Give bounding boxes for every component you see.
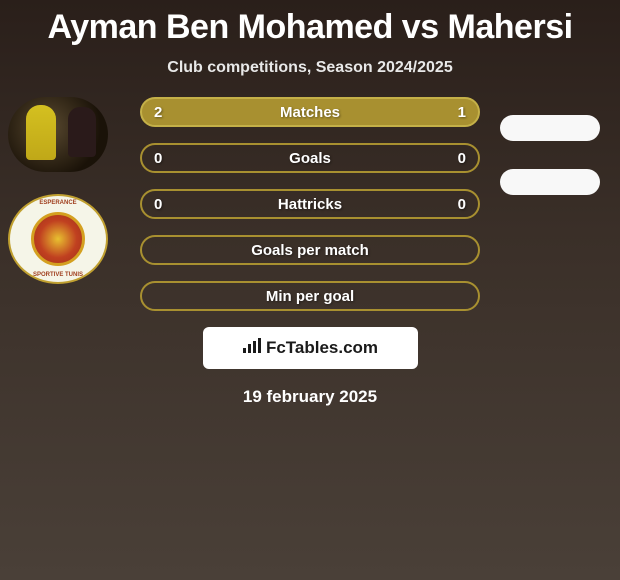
player-photo (8, 97, 108, 172)
stat-right-value: 0 (436, 150, 466, 167)
badge-text-bottom: SPORTIVE TUNIS (10, 272, 106, 278)
stat-label: Hattricks (184, 196, 436, 213)
stat-left-value: 2 (154, 104, 184, 121)
stat-label: Matches (184, 104, 436, 121)
badge-text-top: ESPERANCE (10, 200, 106, 206)
stat-left-value: 0 (154, 196, 184, 213)
page-title: Ayman Ben Mohamed vs Mahersi (0, 0, 620, 47)
stat-label: Goals per match (184, 242, 436, 259)
stat-row: 0Goals0 (140, 143, 480, 173)
stat-right-value: 0 (436, 196, 466, 213)
stat-left-value: 0 (154, 150, 184, 167)
stat-pill (500, 169, 600, 195)
club-badge: ESPERANCE SPORTIVE TUNIS (8, 194, 108, 284)
stats-area: 2Matches10Goals00Hattricks0Goals per mat… (140, 97, 480, 311)
date: 19 february 2025 (0, 387, 620, 407)
chart-icon (242, 338, 262, 359)
stat-row: 2Matches1 (140, 97, 480, 127)
badge-inner (31, 212, 85, 266)
logo-box: FcTables.com (203, 327, 418, 369)
main-area: ESPERANCE SPORTIVE TUNIS 2Matches10Goals… (0, 97, 620, 311)
logo-text: FcTables.com (266, 338, 378, 358)
stat-row: Min per goal (140, 281, 480, 311)
stat-label: Goals (184, 150, 436, 167)
right-pills (500, 115, 600, 223)
left-images: ESPERANCE SPORTIVE TUNIS (8, 97, 108, 284)
stat-pill (500, 115, 600, 141)
badge-outer: ESPERANCE SPORTIVE TUNIS (8, 194, 108, 284)
stat-right-value: 1 (436, 104, 466, 121)
subtitle: Club competitions, Season 2024/2025 (0, 59, 620, 77)
stat-row: Goals per match (140, 235, 480, 265)
stat-row: 0Hattricks0 (140, 189, 480, 219)
stat-label: Min per goal (184, 288, 436, 305)
